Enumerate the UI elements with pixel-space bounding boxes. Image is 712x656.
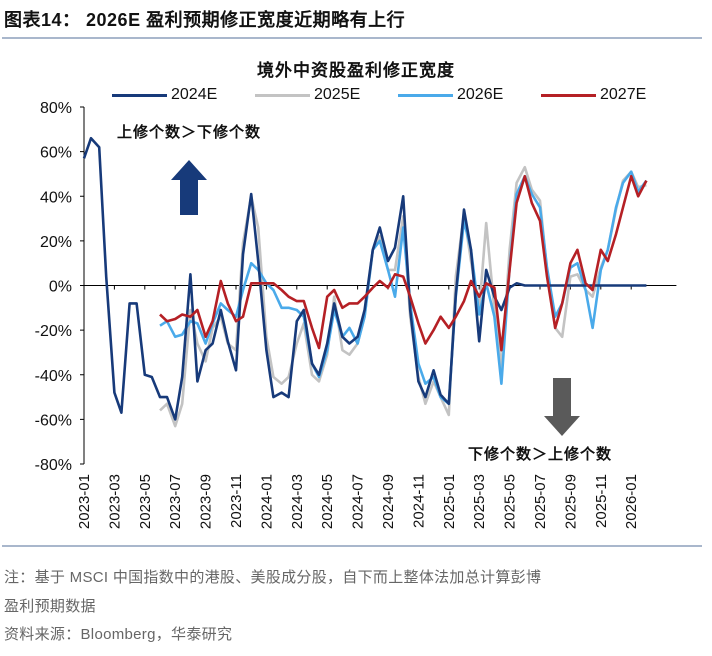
y-tick-label: 40% [40,189,72,206]
legend-swatch [255,93,310,97]
legend-item-2026e: 2026E [398,86,541,104]
y-tick-label: -40% [35,368,72,385]
upper-annotation: 上修个数＞下修个数 [117,124,262,141]
up-arrow-icon [171,160,207,215]
x-tick-label: 2023-11 [228,474,245,528]
x-tick-label: 2023-01 [76,474,93,529]
down-arrow-icon [544,378,580,436]
x-tick-label: 2025-05 [502,474,519,529]
note-line-2: 盈利预期数据 [4,598,96,615]
y-tick-label: -20% [35,323,72,340]
x-tick-label: 2024-09 [380,474,397,529]
legend-label: 2025E [314,86,361,103]
note-line-1: 注：基于 MSCI 中国指数中的港股、美股成分股，自下而上整体法加总计算彭博 [4,569,542,586]
legend-item-2024e: 2024E [112,86,255,104]
series-line-2024e [82,136,647,421]
x-tick-label: 2023-09 [198,474,215,529]
chart-legend: 2024E 2025E 2026E 2027E [112,86,684,104]
x-tick-label: 2025-03 [471,474,488,529]
x-tick-label: 2025-07 [532,474,549,529]
y-tick-label: 20% [40,234,72,251]
x-tick-label: 2024-11 [410,474,427,528]
legend-label: 2027E [600,86,647,103]
chart-title: 境外中资股盈利修正宽度 [257,61,455,80]
y-tick-label: -60% [35,412,72,429]
legend-item-2025e: 2025E [255,86,398,104]
series-line-2027e [159,174,648,352]
x-tick-label: 2025-01 [441,474,458,529]
legend-swatch [398,93,453,97]
x-tick-label: 2025-11 [593,474,610,528]
legend-swatch [541,93,596,97]
legend-label: 2024E [171,86,218,103]
y-tick-label: 60% [40,145,72,162]
title-divider [2,37,702,39]
x-tick-label: 2025-09 [562,474,579,529]
notes-divider [2,545,702,547]
x-tick-label: 2024-01 [258,474,275,529]
legend-label: 2026E [457,86,504,103]
x-tick-label: 2023-05 [137,474,154,529]
figure-title: 图表14： 2026E 盈利预期修正宽度近期略有上行 [4,10,406,30]
x-tick-label: 2023-07 [167,474,184,529]
x-tick-label: 2023-03 [106,474,123,529]
legend-swatch [112,93,167,97]
y-tick-label: -80% [35,457,72,474]
x-tick-label: 2026-01 [623,474,640,529]
y-tick-label: 0% [49,279,72,296]
legend-item-2027e: 2027E [541,86,684,104]
lower-annotation: 下修个数＞上修个数 [468,446,613,463]
source-line: 资料来源：Bloomberg，华泰研究 [4,626,233,643]
x-tick-label: 2024-03 [289,474,306,529]
y-tick-label: 80% [40,100,72,117]
x-tick-label: 2024-07 [350,474,367,529]
x-tick-label: 2024-05 [319,474,336,529]
